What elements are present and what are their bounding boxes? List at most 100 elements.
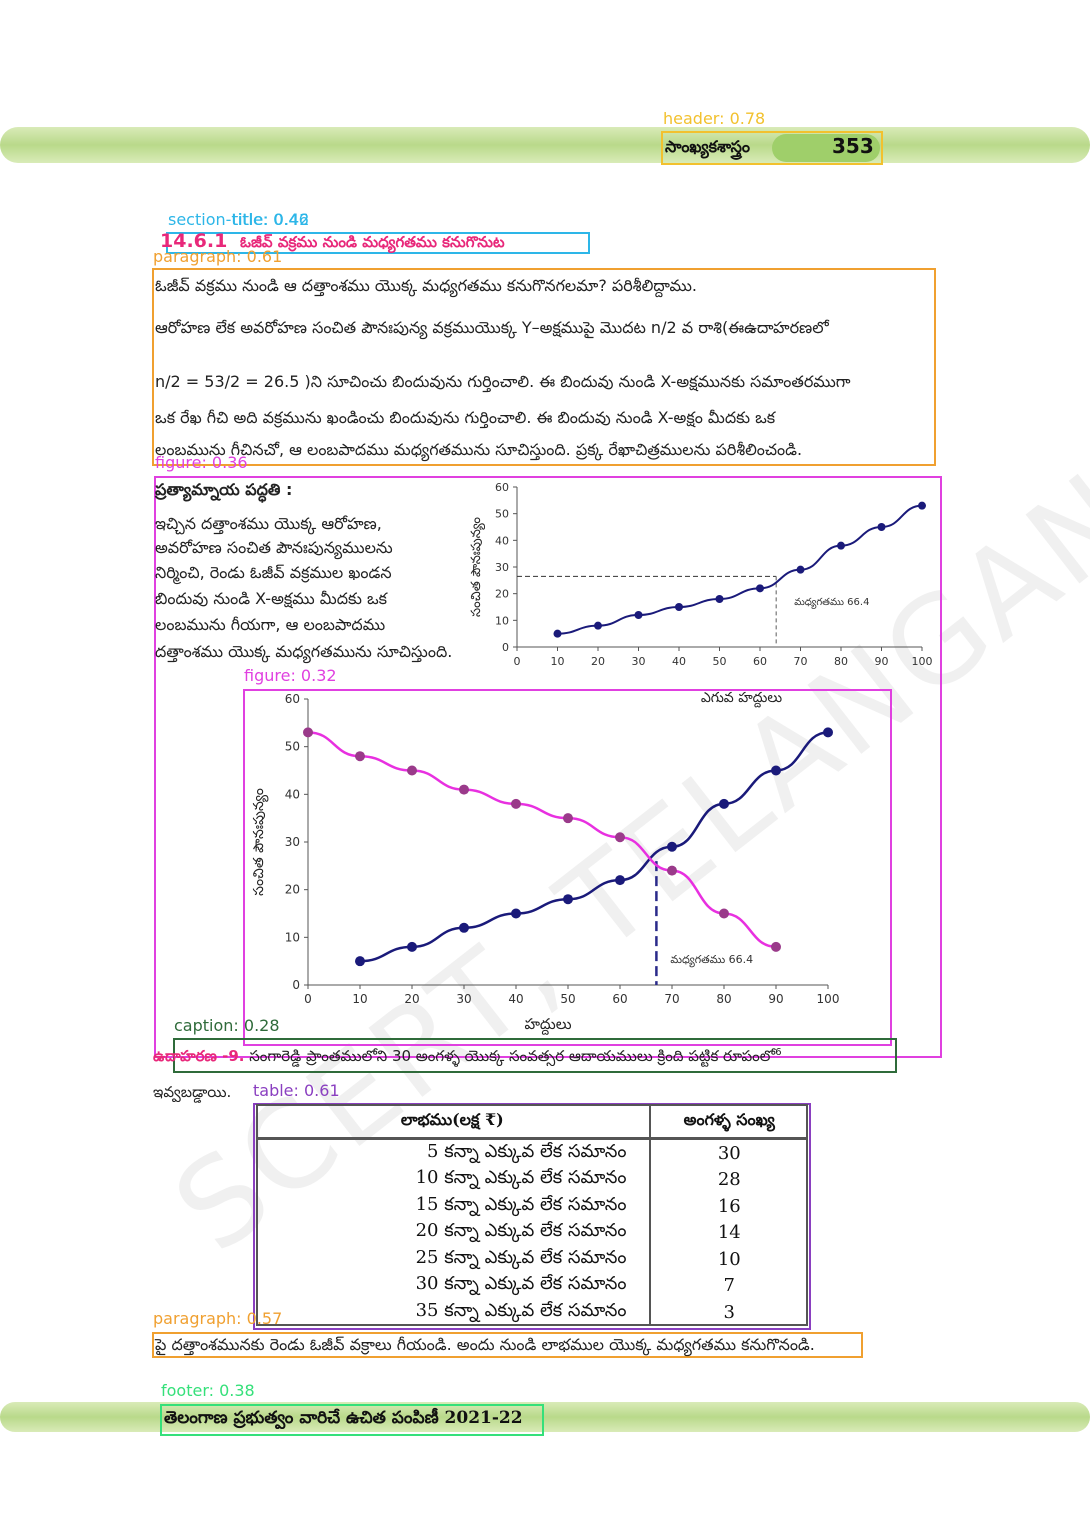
data-point [667, 865, 677, 876]
table-cell: 7 [723, 1275, 735, 1297]
data-point [459, 784, 469, 795]
caption-box [173, 1038, 897, 1073]
data-point [823, 727, 833, 738]
header-pill [772, 134, 880, 162]
profit-table: లాభము(లక్ష ₹) అంగళ్ళ సంఖ్య 5 కన్నా ఎక్కు… [256, 1105, 808, 1326]
y-tick-label: 20 [495, 588, 509, 601]
y-tick-label: 10 [495, 614, 509, 627]
table-cell: 30 కన్నా ఎక్కువ లేక సమానం [256, 1272, 651, 1299]
x-tick-label: 40 [672, 655, 686, 668]
table-cell: 35 కన్నా ఎక్కువ లేక సమానం [256, 1299, 651, 1326]
x-tick-label: 10 [352, 992, 367, 1006]
table-cell: 10 [717, 1248, 741, 1270]
footer-text: తెలంగాణ ప్రభుత్వం వారిచే ఉచిత పంపిణీ 202… [164, 1408, 523, 1428]
y-tick-label: 0 [292, 978, 300, 992]
y-axis-label: సంచిత పౌనఃపున్యం [469, 517, 486, 617]
data-point [771, 765, 781, 776]
table-row: 25 కన్నా ఎక్కువ లేక సమానం 10 [256, 1246, 808, 1273]
data-point [918, 501, 926, 510]
table-cell: 20 కన్నా ఎక్కువ లేక సమానం [256, 1219, 651, 1246]
footer-band [0, 1402, 1090, 1432]
figure-box [243, 689, 892, 1046]
data-point [563, 813, 573, 824]
table-cell: 10 కన్నా ఎక్కువ లేక సమానం [256, 1166, 651, 1193]
x-tick-label: 0 [514, 655, 521, 668]
header-subject: సాంఖ్యకశాస్త్రం [665, 137, 750, 156]
ogive-chart-small: 0 10 20 30 40 50 60 70 80 90 100 0 10 20 30 40 50 60 మధ్యగ… [469, 481, 933, 708]
x-axis-label: హద్దులు [524, 1015, 571, 1035]
table-row: 30 కన్నా ఎక్కువ లేక సమానం 7 [256, 1272, 808, 1299]
table-frame [256, 1104, 808, 1326]
data-point [719, 798, 729, 809]
data-point [355, 751, 365, 762]
y-axis-label: సంచిత పౌనఃపున్యం [251, 788, 269, 896]
example-number: ఉదాహరణ -9. [153, 1047, 245, 1065]
figure-text-line: లంబమును గీయగా, ఆ లంబపాదము [155, 615, 386, 634]
data-point [407, 765, 417, 776]
x-tick-label: 70 [794, 655, 808, 668]
section-number: 14.6.1 [160, 230, 228, 252]
x-tick-label: 70 [664, 992, 679, 1006]
x-tick-label: 80 [716, 992, 731, 1006]
x-tick-label: 0 [304, 992, 312, 1006]
data-point [459, 922, 469, 933]
y-tick-label: 40 [495, 534, 509, 547]
y-tick-label: 60 [285, 692, 300, 706]
paragraph-label: paragraph: 0.61 [153, 247, 283, 266]
paragraph-line: ఒక రేఖ గీచి అది వక్రమును ఖండించు బిందువు… [155, 408, 776, 427]
data-point [719, 908, 729, 919]
data-point [796, 565, 805, 574]
y-tick-label: 10 [285, 930, 300, 944]
y-tick-label: 40 [285, 787, 300, 801]
paragraph-line: n/2 = 53/2 = 26.5 )ని సూచించు బిందువును … [155, 372, 851, 391]
x-tick-label: 30 [456, 992, 471, 1006]
x-tick-label: 80 [834, 655, 848, 668]
table-header-row: లాభము(లక్ష ₹) అంగళ్ళ సంఖ్య [256, 1105, 808, 1140]
table-cell: 16 [717, 1195, 741, 1217]
caption-text: ఉదాహరణ -9. సంగారెడ్డి ప్రాంతములోని 30 అం… [153, 1043, 782, 1066]
data-point [667, 841, 677, 852]
table-row: 35 కన్నా ఎక్కువ లేక సమానం 3 [256, 1299, 808, 1326]
data-point [407, 941, 417, 952]
data-point [615, 875, 625, 886]
figure-text-line: బిందువు నుండి X-అక్షము మీదకు ఒక [155, 589, 388, 608]
y-tick-label: 50 [285, 740, 300, 754]
table-cell: 5 కన్నా ఎక్కువ లేక సమానం [256, 1138, 651, 1167]
x-tick-label: 20 [591, 655, 605, 668]
data-point [634, 611, 643, 619]
data-point [594, 621, 602, 630]
footer-box [160, 1404, 544, 1436]
data-point [553, 629, 562, 638]
paragraph-label: paragraph: 0.57 [153, 1309, 283, 1328]
table-row: 20 కన్నా ఎక్కువ లేక సమానం 14 [256, 1219, 808, 1246]
x-tick-label: 10 [551, 655, 565, 668]
figure-text-line: నిర్మించి, రెండు ఓజీవ్ వక్రముల ఖండన [155, 563, 392, 582]
table-header: అంగళ్ళ సంఖ్య [649, 1105, 808, 1140]
data-point [877, 523, 886, 531]
header-band [0, 127, 1090, 163]
x-tick-label: 30 [632, 655, 646, 668]
section-title-box [166, 232, 590, 254]
data-point [837, 541, 845, 550]
section-title-text: ఓజీవ్ వక్రము నుండి మధ్యగతము కనుగొనుట [240, 233, 505, 251]
y-tick-label: 20 [285, 883, 300, 897]
data-point [615, 832, 625, 843]
x-axis-label: ఎగువ హద్దులు [701, 690, 782, 708]
header-box [661, 131, 883, 165]
median-annotation: మధ్యగతము 66.4 [670, 953, 753, 968]
median-annotation: మధ్యగతము 66.4 [794, 597, 869, 609]
ogive-chart-large: 0 10 20 30 40 50 60 70 80 90 100 0 10 20 30 40 50 60 మధ్యగ… [251, 692, 839, 1035]
y-tick-label: 0 [502, 641, 509, 654]
figure-label: figure: 0.36 [155, 453, 248, 472]
x-tick-label: 90 [768, 992, 783, 1006]
paragraph-text: పై దత్తాంశమునకు రెండు ఓజీవ్ వక్రాలు గీయం… [155, 1335, 815, 1354]
x-tick-label: 90 [875, 655, 889, 668]
figure-box [154, 476, 942, 1058]
footer-label: footer: 0.38 [161, 1381, 255, 1400]
x-tick-label: 100 [912, 655, 933, 668]
table-cell: 28 [717, 1169, 741, 1191]
table-cell: 25 కన్నా ఎక్కువ లేక సమానం [256, 1246, 651, 1273]
series-line [557, 504, 923, 635]
figure-text-line: ఇచ్చిన దత్తాంశము యొక్క ఆరోహణ, [155, 514, 382, 533]
y-tick-label: 30 [285, 835, 300, 849]
